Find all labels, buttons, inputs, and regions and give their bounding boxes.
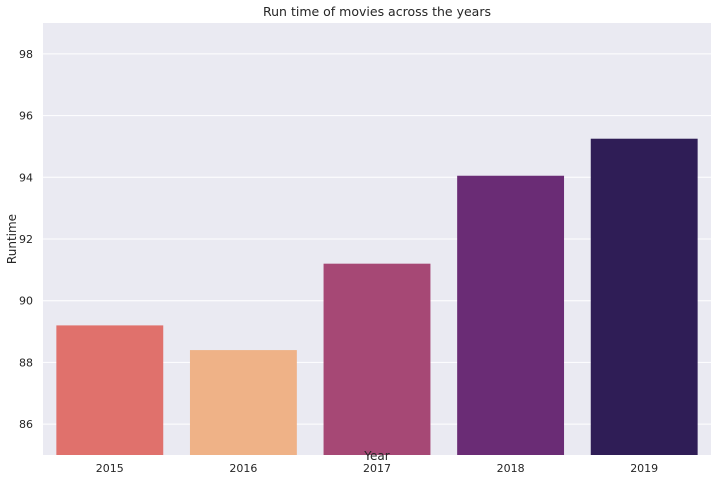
x-tick-label: 2018 (497, 462, 525, 475)
bar-2018 (457, 175, 565, 455)
x-tick-label: 2017 (363, 462, 391, 475)
bar-2019 (590, 138, 698, 455)
x-tick-label: 2016 (229, 462, 257, 475)
y-tick-label: 92 (19, 233, 33, 246)
y-tick-label: 98 (19, 48, 33, 61)
y-tick-label: 96 (19, 110, 33, 123)
y-tick-label: 86 (19, 418, 33, 431)
bar-2017 (323, 263, 431, 455)
bar-2015 (56, 325, 164, 455)
x-tick-label: 2019 (630, 462, 658, 475)
bar-2016 (189, 350, 297, 455)
y-tick-label: 90 (19, 295, 33, 308)
y-tick-label: 94 (19, 171, 33, 184)
bars (56, 138, 698, 455)
x-tick-label: 2015 (96, 462, 124, 475)
x-axis-label: Year (363, 449, 389, 463)
chart-title: Run time of movies across the years (263, 4, 491, 19)
y-tick-label: 88 (19, 356, 33, 369)
x-tick-labels: 2015 2016 2017 2018 2019 (96, 462, 658, 475)
y-axis-label: Runtime (5, 214, 19, 264)
y-tick-labels: 86 88 90 92 94 96 98 (19, 48, 33, 431)
